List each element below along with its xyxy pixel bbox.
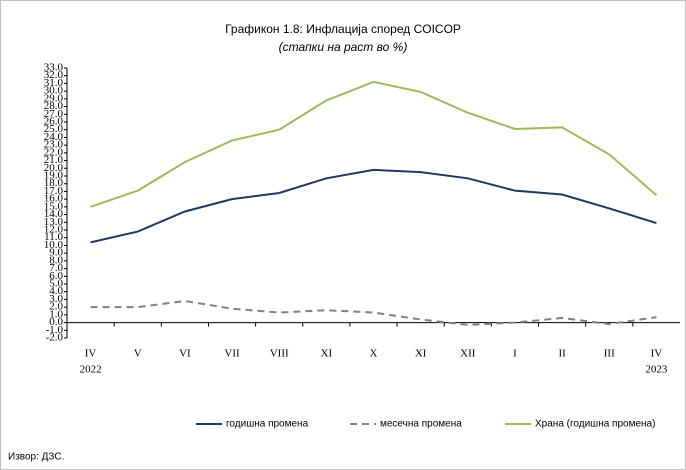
x-tick-label: XII — [460, 348, 476, 360]
y-tick-label: 23.0 — [44, 139, 64, 151]
y-tick-label: 30.0 — [44, 85, 64, 97]
y-tick-label: 7.0 — [49, 262, 63, 274]
y-tick-label: 14.0 — [44, 208, 64, 220]
y-tick-label: 18.0 — [44, 177, 64, 189]
y-tick-label: 25.0 — [44, 123, 64, 135]
series-line — [90, 168, 657, 244]
year-label: 2022 — [80, 364, 102, 376]
series-line — [90, 299, 657, 326]
y-tick-label: 26.0 — [44, 116, 64, 128]
y-tick-label: 27.0 — [44, 108, 64, 120]
y-tick-label: 33.0 — [44, 62, 64, 74]
x-tick-label: IV — [85, 348, 97, 360]
y-tick-label: 10.0 — [44, 239, 64, 251]
x-tick-label: I — [513, 348, 517, 360]
series-line — [90, 80, 658, 208]
x-tick-label: XI — [321, 348, 333, 360]
x-tick-label: V — [134, 348, 142, 360]
x-tick-label: X — [370, 348, 378, 360]
y-tick-label: 13.0 — [44, 216, 64, 228]
y-tick-label: 15.0 — [44, 200, 64, 212]
y-tick-label: 17.0 — [44, 185, 64, 197]
chart-subtitle: (стапки на раст во %) — [279, 40, 408, 54]
x-tick-label: VIII — [270, 348, 289, 360]
y-tick-label: 0.0 — [49, 316, 63, 328]
y-tick-label: 16.0 — [44, 193, 64, 205]
y-tick-label: -1.0 — [46, 324, 64, 336]
y-tick-label: 2.0 — [49, 301, 63, 313]
legend-label: годишна промена — [226, 419, 309, 430]
y-tick-label: 22.0 — [44, 146, 64, 158]
y-tick-label: 12.0 — [44, 224, 64, 236]
x-tick-label: IV — [651, 348, 663, 360]
chart-title: Графикон 1.8: Инфлација според COICOP — [225, 22, 461, 36]
y-tick-label: -2.0 — [46, 332, 64, 344]
y-tick-label: 31.0 — [44, 77, 64, 89]
x-tick-label: VI — [179, 348, 191, 360]
y-tick-label: 9.0 — [49, 247, 63, 259]
y-tick-label: 29.0 — [44, 92, 64, 104]
y-tick-label: 24.0 — [44, 131, 64, 143]
y-tick-label: 5.0 — [49, 278, 63, 290]
x-tick-label: III — [604, 348, 615, 360]
x-tick-label: II — [558, 348, 566, 360]
y-tick-label: 1.0 — [49, 308, 63, 320]
y-tick-label: 3.0 — [49, 293, 63, 305]
year-label: 2023 — [645, 364, 668, 376]
legend-label: месечна промена — [380, 419, 462, 430]
y-tick-label: 8.0 — [49, 254, 63, 266]
y-tick-label: 4.0 — [49, 285, 63, 297]
y-tick-label: 6.0 — [49, 270, 63, 282]
legend-label: Храна (годишна промена) — [535, 419, 655, 430]
y-tick-label: 20.0 — [44, 162, 64, 174]
x-tick-label: XI — [415, 348, 427, 360]
y-tick-label: 11.0 — [44, 231, 63, 243]
y-tick-label: 19.0 — [44, 170, 64, 182]
y-tick-label: 21.0 — [44, 154, 64, 166]
y-tick-label: 32.0 — [44, 69, 64, 81]
source: Извор: ДЗС. — [8, 452, 64, 463]
y-tick-label: 28.0 — [44, 100, 64, 112]
x-tick-label: VII — [224, 348, 240, 360]
